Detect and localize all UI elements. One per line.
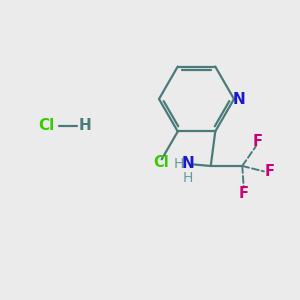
Text: Cl: Cl <box>154 154 169 169</box>
Text: F: F <box>239 186 249 201</box>
Text: N: N <box>233 92 246 106</box>
Text: H: H <box>173 157 184 171</box>
Text: H: H <box>183 171 194 185</box>
Text: N: N <box>182 156 195 171</box>
Text: H: H <box>79 118 92 134</box>
Text: F: F <box>265 164 275 179</box>
Text: F: F <box>252 134 262 149</box>
Text: Cl: Cl <box>38 118 55 134</box>
